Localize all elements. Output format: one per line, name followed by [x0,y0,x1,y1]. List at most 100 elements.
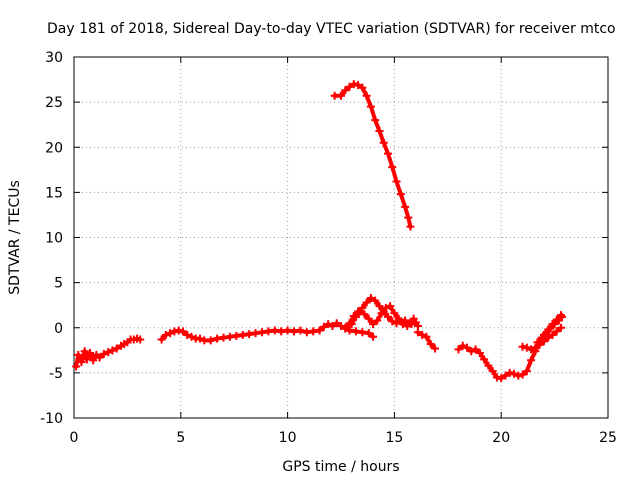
chart-title: Day 181 of 2018, Sidereal Day-to-day VTE… [47,21,616,37]
x-tick-label: 15 [385,430,403,446]
x-tick-label: 10 [279,430,297,446]
axis-ticks: 0 5 10 15 20 25 -10 -5 0 5 10 15 20 25 30 [40,50,617,446]
data-point [377,309,386,318]
data-point [371,296,380,305]
data-point [557,323,566,332]
data-point [522,367,531,376]
data-point [112,344,121,353]
data-point [403,321,412,330]
x-tick-label: 20 [492,430,510,446]
data-point [356,307,365,316]
data-point [86,349,95,358]
data-point [72,362,81,371]
data-point [454,345,463,354]
data-point [546,324,555,333]
data-point [315,326,324,335]
data-point [371,116,380,125]
series-seg-f [330,80,415,231]
data-point [418,330,427,339]
data-point [396,190,405,199]
data-point [354,80,363,89]
data-point [364,314,373,323]
data-point [548,330,557,339]
data-point [358,83,367,92]
data-point [531,343,540,352]
data-point [375,302,384,311]
data-point [362,298,371,307]
x-tick-label: 5 [176,430,185,446]
series-seg-h [454,311,566,383]
y-axis-label: SDTVAR / TECUs [7,180,23,295]
data-point [369,320,378,329]
data-point [542,329,551,338]
series-seg-j [533,312,567,347]
data-point [471,345,480,354]
data-point [381,303,390,312]
data-point [324,320,333,329]
data-point [394,314,403,323]
data-point [206,336,215,345]
series-seg-b [129,334,145,344]
data-point [345,82,354,91]
data-point [458,341,467,350]
data-point [161,330,170,339]
data-point [388,163,397,172]
data-point [187,332,196,341]
data-point [404,213,413,222]
data-point [522,343,531,352]
data-point [488,367,497,376]
data-point [136,335,145,344]
data-point [341,323,350,332]
x-axis-label: GPS time / hours [282,459,399,475]
y-tick-label: 20 [45,140,63,156]
data-point [386,302,395,311]
y-tick-label: -10 [40,411,63,427]
data-point [407,320,416,329]
data-point [388,317,397,326]
data-point [360,310,369,319]
data-point [390,309,399,318]
data-point [497,374,506,383]
x-tick-label: 25 [599,430,617,446]
series-seg-i [518,323,566,354]
y-tick-label: 5 [54,276,63,292]
series-seg-e [347,302,422,330]
y-tick-label: 10 [45,231,63,247]
data-point [518,370,527,379]
data-point [550,320,559,329]
data-point [77,358,86,367]
data-point [296,326,305,335]
data-point [89,356,98,365]
y-tick-label: 0 [54,321,63,337]
data-points [72,80,567,383]
data-point [406,222,415,231]
y-tick-label: 15 [45,185,63,201]
data-point [558,312,567,321]
data-point [362,91,371,100]
data-point [467,347,476,356]
data-point [99,349,108,358]
data-point [501,371,510,380]
data-point [319,322,328,331]
data-point [527,345,536,354]
data-point [369,332,378,341]
data-point [401,202,410,211]
data-point [379,138,388,147]
data-point [347,320,356,329]
data-point [366,293,375,302]
data-point [196,334,205,343]
data-point [183,330,192,339]
data-point [392,177,401,186]
data-point [426,339,435,348]
data-point [475,349,484,358]
data-point [527,356,536,365]
data-point [398,320,407,329]
data-point [533,338,542,347]
data-point [178,327,187,336]
data-point [337,321,345,330]
data-point [373,316,382,325]
data-point [166,329,175,338]
data-point [74,350,83,359]
data-point [510,369,519,378]
